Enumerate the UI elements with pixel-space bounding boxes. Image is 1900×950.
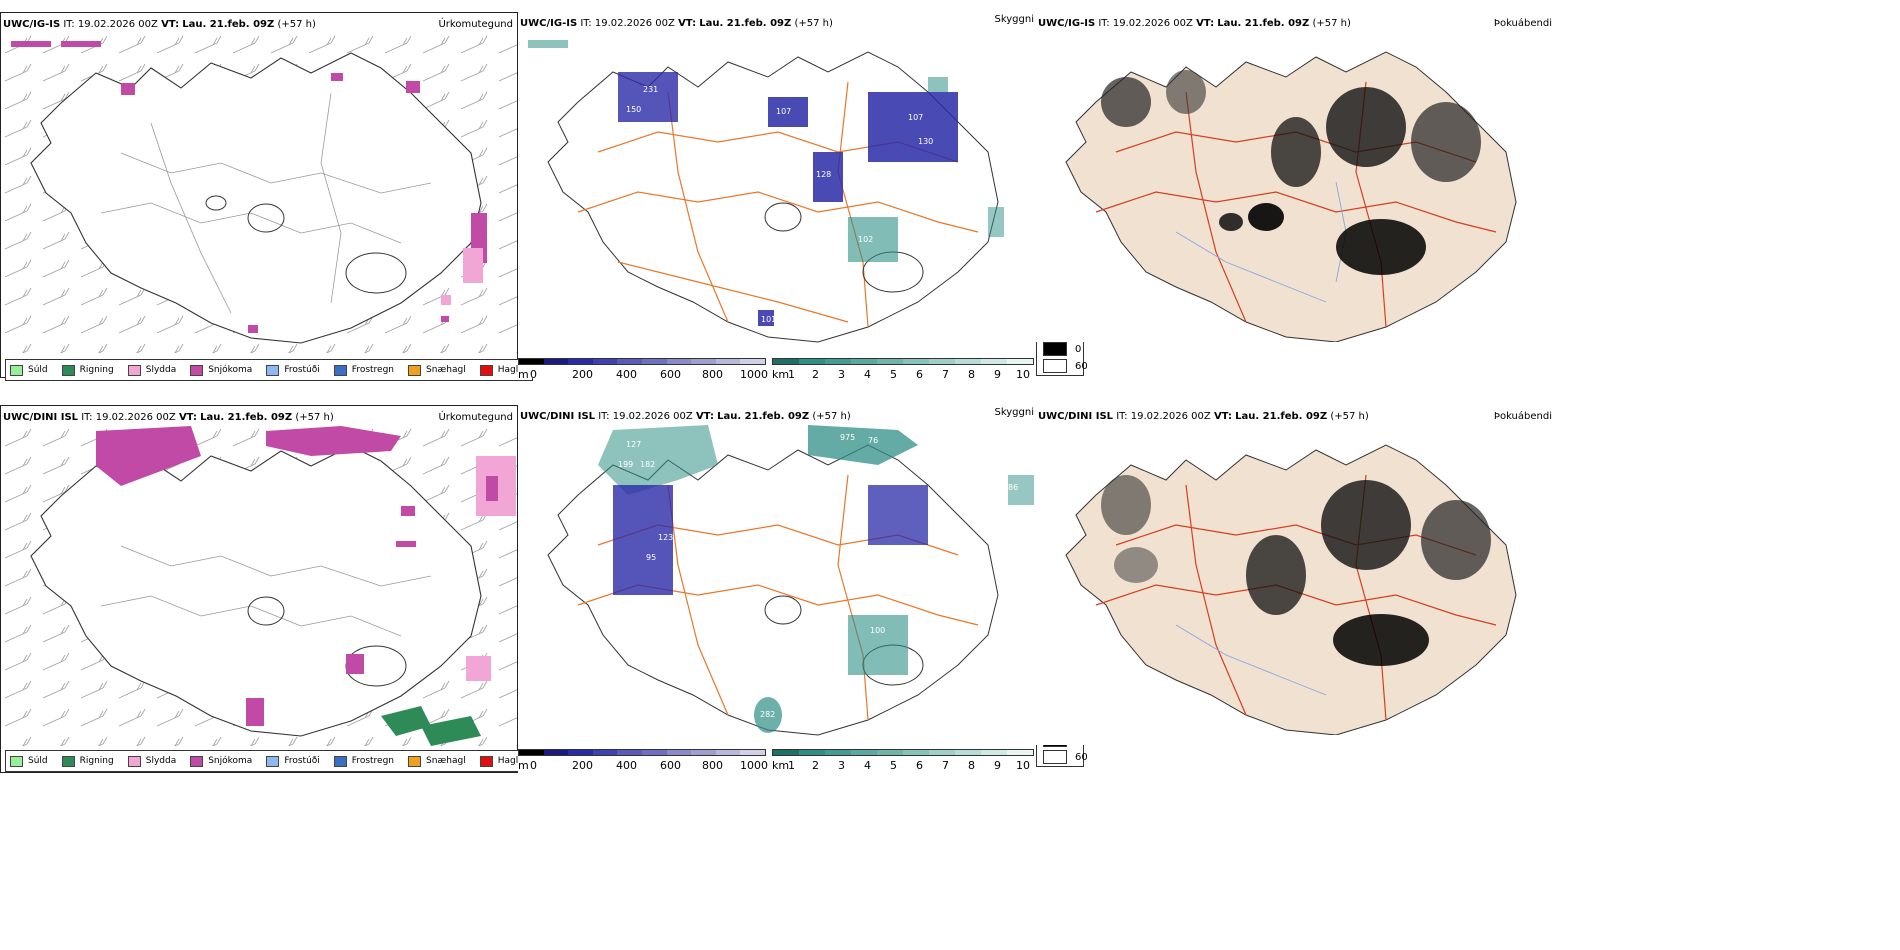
- cloud-label: 107: [908, 113, 923, 122]
- cloud-vis-map: 127 199 182 975 76 86 95 123 100 282: [547, 425, 1034, 736]
- legend-item-rigning: Rigning: [61, 755, 114, 767]
- iceland-outline: [30, 52, 482, 344]
- legend-item-snaehagl: Snæhagl: [408, 755, 466, 767]
- cloud-label: 123: [658, 533, 673, 542]
- panel-title: Þokuábendi: [1493, 18, 1552, 29]
- cloud-label: 102: [858, 235, 873, 244]
- cloud-label: 975: [840, 433, 855, 442]
- cloud-vis-panel-top: UWC/IG-IS IT: 19.02.2026 00Z VT: Lau. 21…: [518, 12, 1088, 381]
- panel-header: UWC/DINI ISL IT: 19.02.2026 00Z VT: Lau.…: [520, 411, 851, 422]
- legend-item-frostregn: Frostregn: [333, 755, 394, 767]
- legend-item-suld: Súld: [10, 755, 48, 767]
- visibility-scale: km 1 2 3 4 5 6 7 8 9 10: [772, 749, 1034, 772]
- cloud-label: 282: [760, 710, 775, 719]
- panel-title: Úrkomutegund: [438, 412, 513, 423]
- visibility-scale: km 1 2 3 4 5 6 7 8 9 10: [772, 358, 1034, 381]
- cloud-base-scale: m 0 200 400 600 800 1000: [518, 358, 768, 381]
- fog-panel-top: UWC/IG-IS IT: 19.02.2026 00Z VT: Lau. 21…: [1036, 12, 1556, 342]
- cloud-label: 107: [776, 107, 791, 116]
- fog-panel-bottom: UWC/DINI ISL IT: 19.02.2026 00Z VT: Lau.…: [1036, 405, 1556, 745]
- scale-unit: m: [518, 368, 529, 381]
- panel-title: Úrkomutegund: [438, 19, 513, 30]
- legend-item-slydda: Slydda: [127, 364, 176, 376]
- cloud-label: 76: [868, 436, 878, 445]
- panel-header: UWC/IG-IS IT: 19.02.2026 00Z VT: Lau. 21…: [520, 18, 833, 29]
- cloud-label: 128: [816, 170, 831, 179]
- scale-unit: m: [518, 759, 529, 772]
- cloud-label: 231: [643, 85, 658, 94]
- cloud-label: 130: [918, 137, 933, 146]
- cloud-label: 101: [761, 315, 776, 324]
- legend-item-frostudi: Frostúði: [266, 364, 320, 376]
- cloud-label: 127: [626, 440, 641, 449]
- precip-map: [1, 33, 517, 353]
- cloud-label: 150: [626, 105, 641, 114]
- panel-title: Skyggni: [994, 14, 1034, 25]
- precip-map: [1, 426, 517, 746]
- legend-item-haglel: Haglél: [479, 755, 526, 767]
- panel-title: Skyggni: [994, 407, 1034, 418]
- legend-item-snjokoma: Snjókoma: [190, 364, 252, 376]
- legend-item-haglel: Haglél: [479, 364, 526, 376]
- panel-header: UWC/IG-IS IT: 19.02.2026 00Z VT: Lau. 21…: [3, 19, 316, 30]
- legend-item-frostudi: Frostúði: [266, 755, 320, 767]
- legend-item-frostregn: Frostregn: [333, 364, 394, 376]
- cloud-label: 199: [618, 460, 633, 469]
- legend-item-slydda: Slydda: [127, 755, 176, 767]
- precip-legend: Súld Rigning Slydda Snjókoma Frostúði Fr…: [5, 750, 534, 772]
- fog-map: [1065, 444, 1517, 735]
- panel-title: Þokuábendi: [1493, 411, 1552, 422]
- panel-header: UWC/DINI ISL IT: 19.02.2026 00Z VT: Lau.…: [1038, 411, 1369, 422]
- scale-unit: km: [772, 368, 790, 381]
- precip-legend: Súld Rigning Slydda Snjókoma Frostúði Fr…: [5, 359, 534, 381]
- precip-type-panel-bottom: UWC/DINI ISL IT: 19.02.2026 00Z VT: Lau.…: [0, 405, 534, 773]
- fog-legend: 0 60: [1036, 338, 1088, 376]
- cloud-vis-panel-bottom: UWC/DINI ISL IT: 19.02.2026 00Z VT: Lau.…: [518, 405, 1088, 773]
- cloud-label: 86: [1008, 483, 1018, 492]
- scale-unit: km: [772, 759, 790, 772]
- cloud-base-scale: m 0 200 400 600 800 1000: [518, 749, 768, 772]
- cloud-label: 182: [640, 460, 655, 469]
- panel-header: UWC/IG-IS IT: 19.02.2026 00Z VT: Lau. 21…: [1038, 18, 1351, 29]
- legend-item-snaehagl: Snæhagl: [408, 364, 466, 376]
- cloud-vis-map: 231 150 107 128 107 130 102 101: [528, 40, 1004, 343]
- cloud-label: 95: [646, 553, 656, 562]
- fog-map: [1065, 51, 1517, 342]
- panel-header: UWC/DINI ISL IT: 19.02.2026 00Z VT: Lau.…: [3, 412, 334, 423]
- legend-item-snjokoma: Snjókoma: [190, 755, 252, 767]
- precip-type-panel-top: UWC/IG-IS IT: 19.02.2026 00Z VT: Lau. 21…: [0, 12, 534, 381]
- legend-item-suld: Súld: [10, 364, 48, 376]
- cloud-label: 100: [870, 626, 885, 635]
- legend-item-rigning: Rigning: [61, 364, 114, 376]
